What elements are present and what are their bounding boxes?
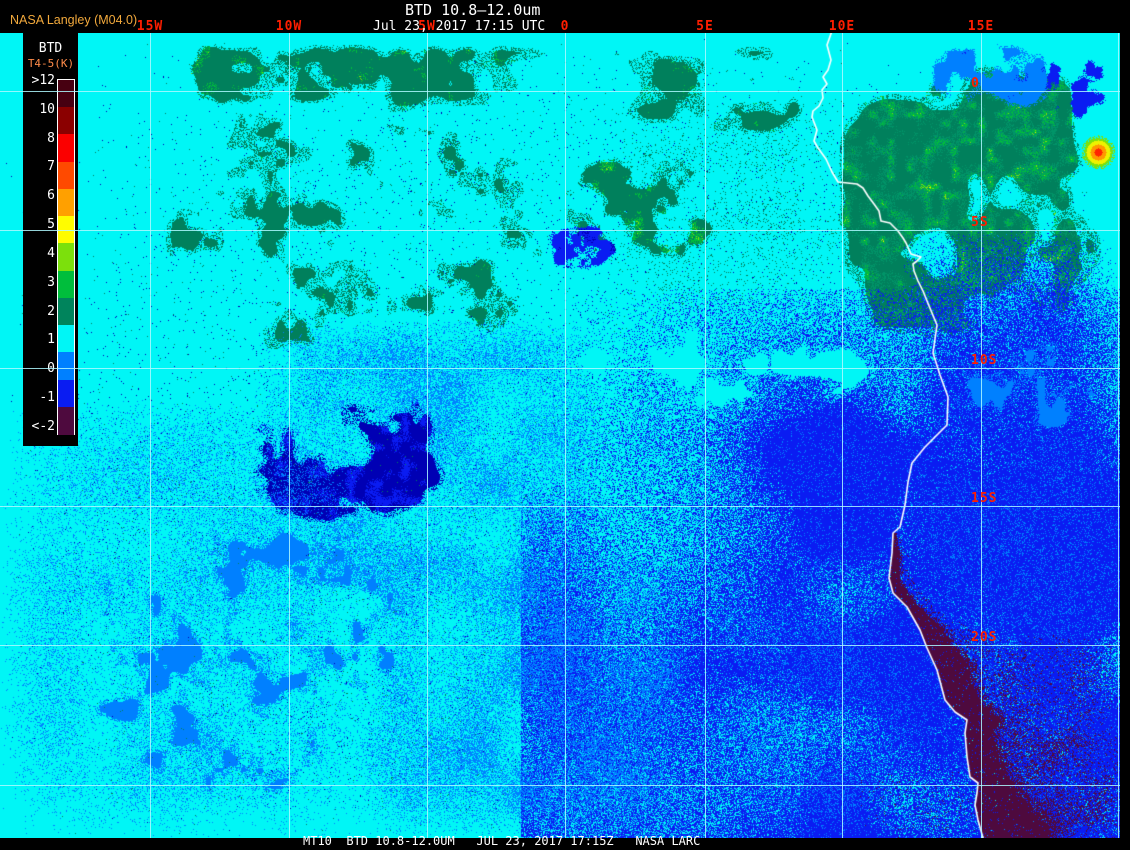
legend-tick-label: 5 <box>47 217 55 233</box>
legend-tick-label: 2 <box>47 303 55 319</box>
legend-tick-label: 4 <box>47 245 55 261</box>
colorbar-legend-panel: BTD T4-5(K) >12 10 8 7 6 5 4 3 2 1 0 -1 <-2 <box>23 33 78 446</box>
product-title: BTD 10.8–12.0um <box>405 1 541 19</box>
legend-band <box>58 243 74 272</box>
colorbar <box>57 79 75 435</box>
latitude-label: 20S <box>971 630 998 645</box>
legend-tick-label: 10 <box>39 101 55 117</box>
product-timestamp: Jul 23, 2017 17:15 UTC <box>373 19 546 34</box>
legend-tick-label: -1 <box>39 390 55 406</box>
longitude-label: 5W <box>418 19 436 34</box>
latitude-label: 0 <box>971 76 980 91</box>
legend-tick-label: 6 <box>47 188 55 204</box>
longitude-label: 15W <box>136 19 164 34</box>
bottom-border <box>0 838 1130 850</box>
latitude-label: 15S <box>971 491 998 506</box>
legend-band <box>58 134 74 163</box>
longitude-label: 10E <box>828 19 856 34</box>
right-border <box>1120 0 1130 850</box>
legend-tick-label: 1 <box>47 332 55 348</box>
legend-subtitle: T4-5(K) <box>27 57 75 70</box>
satellite-map-canvas <box>0 33 1120 838</box>
legend-band <box>58 379 74 408</box>
legend-band <box>58 270 74 299</box>
longitude-label: 5E <box>696 19 714 34</box>
legend-band <box>58 325 74 353</box>
legend-band <box>58 216 74 244</box>
legend-band <box>58 80 74 108</box>
credit-text: NASA Langley (M04.0) <box>10 13 138 27</box>
footer-caption: MT10 BTD 10.8-12.0UM JUL 23, 2017 17:15Z… <box>303 834 701 848</box>
longitude-label: 15E <box>967 19 995 34</box>
legend-tick-label: <-2 <box>31 418 55 434</box>
top-border: 15W 10W 5W 0 5E 10E 15E <box>0 0 1130 33</box>
latitude-label: 5S <box>971 215 989 230</box>
latitude-label: 10S <box>971 353 998 368</box>
longitude-label: 0 <box>560 19 570 34</box>
map-area: BTD T4-5(K) >12 10 8 7 6 5 4 3 2 1 0 -1 <-2 0 5S 10S 15… <box>0 33 1120 838</box>
legend-band <box>58 406 74 435</box>
legend-band <box>58 188 74 217</box>
legend-band <box>58 352 74 381</box>
legend-tick-label: 0 <box>47 361 55 377</box>
legend-band <box>58 107 74 136</box>
legend-tick-label: 3 <box>47 274 55 290</box>
legend-tick-label: 7 <box>47 159 55 175</box>
legend-band <box>58 161 74 190</box>
longitude-label: 10W <box>275 19 303 34</box>
legend-band <box>58 297 74 326</box>
legend-tick-label: >12 <box>31 73 55 88</box>
legend-title: BTD <box>38 41 63 56</box>
legend-tick-label: 8 <box>47 130 55 146</box>
